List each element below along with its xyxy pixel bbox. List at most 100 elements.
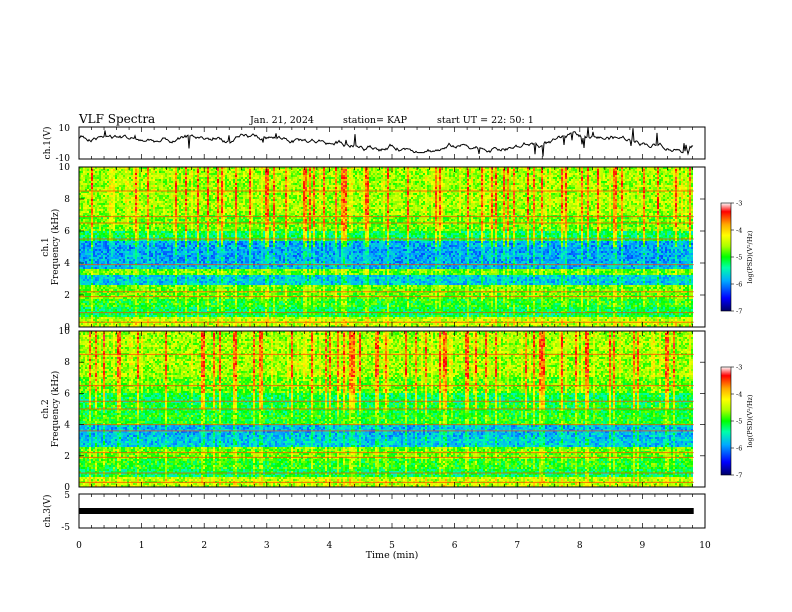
spectrogram-cell [151,305,153,307]
spectrogram-cell [159,195,161,197]
spectrogram-cell [95,319,97,321]
spectrogram-cell [83,203,85,205]
spectrogram-cell [83,287,85,289]
spectrogram-cell [155,245,157,247]
spectrogram-cell [161,267,163,269]
spectrogram-cell [159,203,161,205]
spectrogram-cell [127,287,129,289]
spectrogram-cell [109,171,111,173]
spectrogram-cell [123,317,125,319]
spectrogram-cell [103,315,105,317]
spectrogram-cell [93,253,95,255]
spectrogram-cell [109,285,111,287]
spectrogram-cell [147,171,149,173]
spectrogram-cell [155,277,157,279]
spectrogram-cell [155,205,157,207]
spectrogram-cell [103,293,105,295]
spectrogram-cell [137,277,139,279]
spectrogram-cell [133,273,135,275]
spectrogram-cell [119,173,121,175]
spectrogram-cell [117,233,119,235]
spectrogram-cell [95,193,97,195]
spectrogram-cell [87,275,89,277]
spectrogram-cell [123,197,125,199]
spectrogram-cell [89,209,91,211]
spectrogram-cell [159,173,161,175]
spectrogram-cell [113,211,115,213]
spectrogram-cell [153,219,155,221]
spectrogram-cell [119,259,121,261]
spectrogram-cell [147,235,149,237]
spectrogram-cell [87,277,89,279]
spectrogram-cell [87,271,89,273]
spectrogram-cell [115,185,117,187]
spectrogram-cell [141,199,143,201]
spectrogram-cell [153,205,155,207]
spectrogram-cell [95,197,97,199]
spectrogram-cell [127,267,129,269]
spectrogram-cell [151,181,153,183]
spectrogram-cell [121,211,123,213]
spectrogram-cell [89,257,91,259]
spectrogram-cell [121,179,123,181]
spectrogram-cell [85,233,87,235]
spectrogram-cell [85,303,87,305]
spectrogram-cell [97,267,99,269]
spectrogram-cell [129,229,131,231]
spectrogram-cell [113,307,115,309]
spectrogram-cell [141,299,143,301]
spectrogram-cell [87,289,89,291]
spectrogram-cell [89,219,91,221]
spectrogram-cell [101,287,103,289]
spectrogram-cell [143,247,145,249]
spectrogram-cell [113,289,115,291]
spectrogram-cell [117,301,119,303]
spectrogram-cell [149,225,151,227]
spectrogram-cell [111,323,113,325]
spectrogram-cell [91,175,93,177]
spectrogram-cell [159,299,161,301]
spectrogram-cell [153,265,155,267]
spectrogram-cell [103,245,105,247]
spectrogram-cell [135,301,137,303]
spectrogram-cell [109,187,111,189]
spectrogram-cell [135,209,137,211]
spectrogram-cell [153,259,155,261]
spectrogram-cell [141,255,143,257]
spectrogram-cell [123,179,125,181]
spectrogram-cell [115,195,117,197]
spectrogram-cell [81,213,83,215]
spectrogram-cell [89,169,91,171]
spectrogram-cell [139,317,141,319]
spectrogram-cell [157,199,159,201]
spectrogram-cell [147,309,149,311]
spectrogram-cell [115,289,117,291]
spectrogram-cell [111,201,113,203]
spectrogram-cell [113,273,115,275]
spectrogram-cell [145,175,147,177]
spectrogram-cell [135,207,137,209]
spectrogram-cell [115,265,117,267]
spectrogram-cell [119,283,121,285]
spectrogram-cell [89,287,91,289]
spectrogram-cell [91,271,93,273]
spectrogram-cell [147,211,149,213]
spectrogram-cell [111,235,113,237]
spectrogram-cell [97,281,99,283]
spectrogram-cell [161,251,163,253]
spectrogram-cell [129,303,131,305]
spectrogram-cell [91,289,93,291]
spectrogram-cell [93,299,95,301]
spectrogram-cell [83,307,85,309]
spectrogram-cell [153,283,155,285]
spectrogram-cell [101,207,103,209]
spectrogram-cell [145,207,147,209]
spectrogram-cell [83,205,85,207]
spectrogram-cell [111,197,113,199]
spectrogram-cell [151,233,153,235]
spectrogram-cell [85,245,87,247]
spectrogram-cell [87,245,89,247]
spectrogram-cell [147,283,149,285]
spectrogram-cell [115,199,117,201]
spectrogram-cell [145,259,147,261]
